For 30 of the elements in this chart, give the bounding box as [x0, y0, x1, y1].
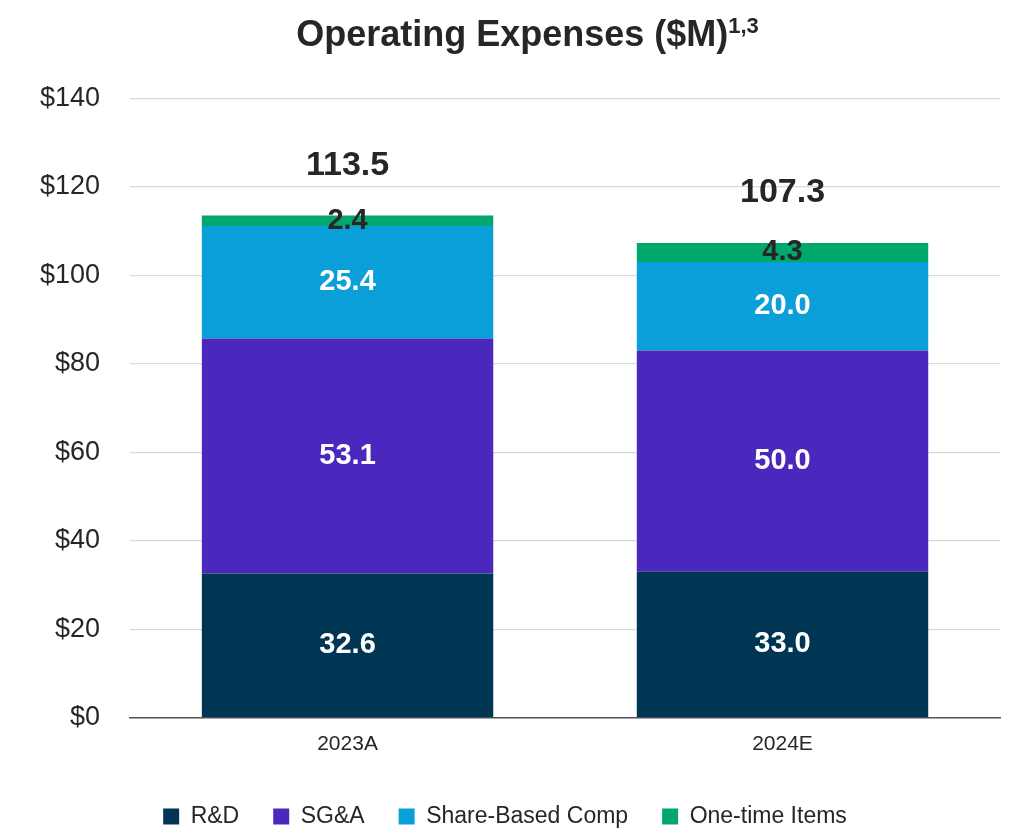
- y-tick-label: $100: [39, 258, 101, 289]
- total-label: 113.5: [305, 143, 390, 182]
- data-label: 50.0: [754, 443, 811, 476]
- y-tick-label: $80: [55, 347, 101, 378]
- data-label: 25.4: [319, 264, 376, 297]
- bar: [636, 261, 929, 351]
- bar: [201, 573, 494, 718]
- y-tick-label: $20: [55, 612, 101, 643]
- y-tick-label: $140: [39, 81, 101, 112]
- legend-label: R&D: [190, 801, 240, 828]
- data-label: 4.3: [762, 234, 803, 267]
- legend-label: SG&A: [300, 801, 366, 828]
- y-tick-label: $40: [55, 524, 101, 555]
- data-label: 20.0: [754, 288, 811, 321]
- y-tick-label: $120: [39, 170, 101, 201]
- bar: [636, 242, 929, 262]
- total-label: 107.3: [739, 171, 826, 210]
- chart-title: Operating Expenses ($M)$^{1,3}$: [295, 12, 760, 54]
- y-tick-label: $60: [55, 435, 101, 466]
- bar: [636, 571, 929, 718]
- data-label: 32.6: [319, 627, 376, 660]
- y-tick-label: $0: [70, 701, 101, 732]
- data-label: 33.0: [754, 626, 811, 659]
- bar: [636, 350, 929, 572]
- x-tick-label: 2023A: [317, 731, 378, 755]
- bar: [201, 338, 494, 574]
- x-tick-label: 2024E: [752, 731, 813, 755]
- data-label: 53.1: [319, 438, 376, 471]
- legend-label: Share-Based Comp: [426, 801, 629, 828]
- legend-label: One-time Items: [689, 801, 847, 828]
